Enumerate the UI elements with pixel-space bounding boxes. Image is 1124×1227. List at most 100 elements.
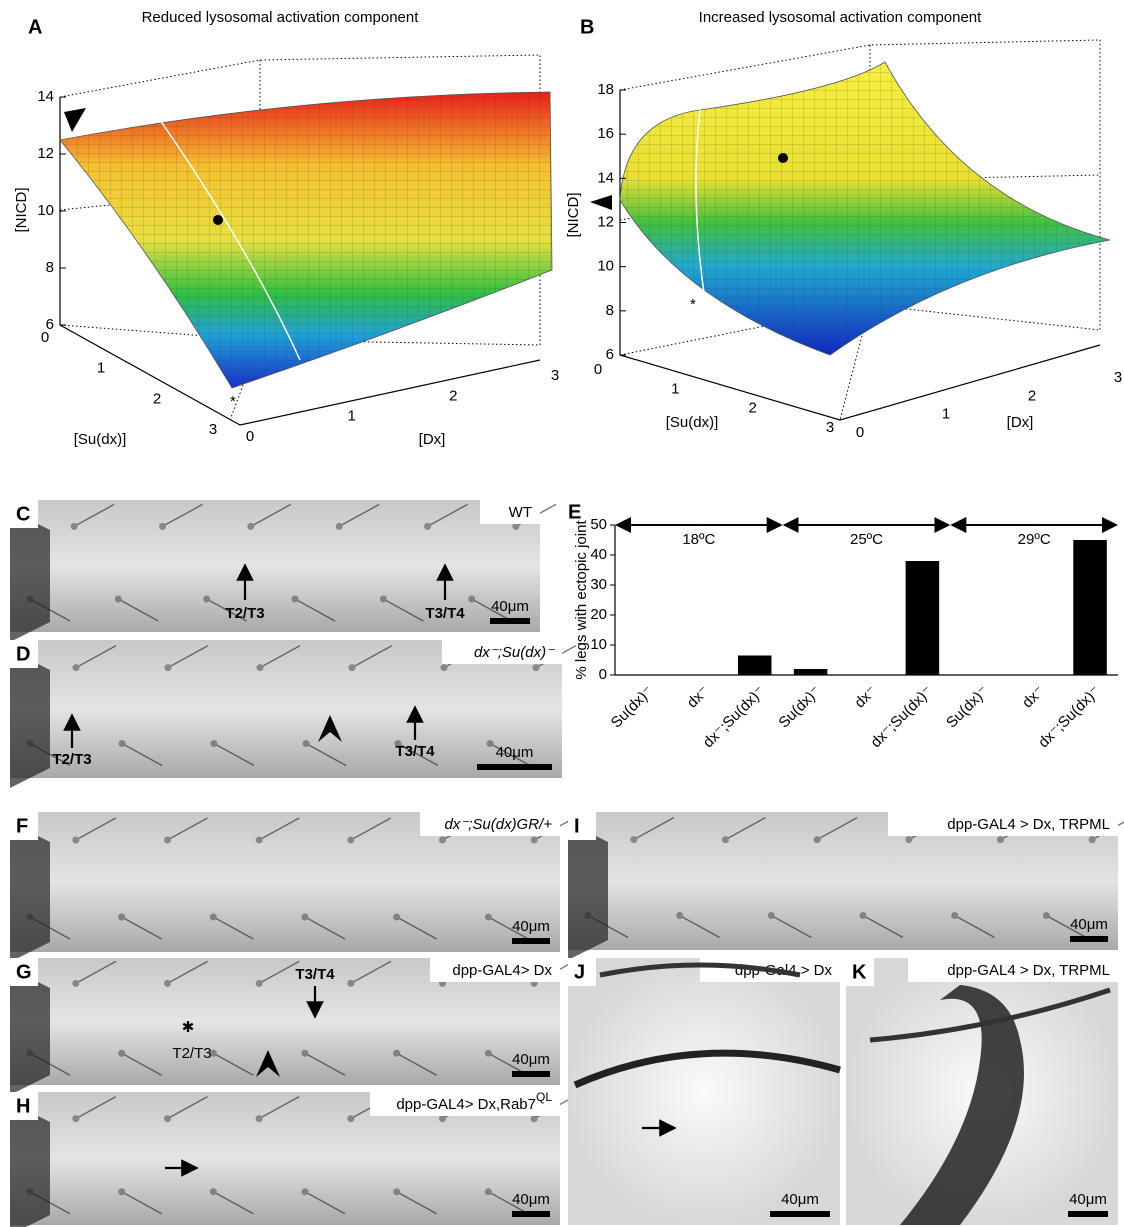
socket (905, 836, 912, 843)
socket (393, 914, 400, 921)
socket (256, 980, 263, 987)
dark-edge (10, 822, 50, 962)
y-tick-label: 20 (590, 606, 607, 623)
figure: A Reduced lysosomal activation component *… (0, 0, 1124, 1227)
y-tick-label: 30 (590, 576, 607, 593)
socket (951, 912, 958, 919)
arrow-label: T3/T4 (295, 966, 335, 983)
label-sup: QL (536, 1090, 552, 1104)
x-tick-label: 2 (449, 387, 457, 404)
label-text: dx⁻;Su(dx)⁻ (474, 644, 555, 661)
socket (393, 1050, 400, 1057)
arrowhead (64, 108, 86, 132)
socket (349, 664, 356, 671)
y-tick-label: 1 (97, 360, 105, 377)
x-axis-label: [Dx] (1007, 414, 1034, 431)
scale-label: 40μm (1070, 916, 1108, 933)
panel-label: dpp-GAL4> Dx (452, 962, 552, 979)
panel-letter: C (16, 503, 30, 525)
y-tick-label: 0 (599, 666, 607, 683)
y-tick-label: 50 (590, 516, 607, 533)
y-tick-label: 3 (826, 419, 834, 436)
asterisk: * (690, 296, 696, 313)
socket (211, 740, 218, 747)
panel-label: dx⁻;Su(dx)GR/+ (444, 816, 552, 833)
panel-letter: D (16, 643, 30, 665)
socket (164, 980, 171, 987)
socket (303, 740, 310, 747)
socket (441, 664, 448, 671)
socket (118, 1188, 125, 1195)
socket (393, 1188, 400, 1195)
y-tick-label: 2 (153, 390, 161, 407)
y-tick-label: 10 (590, 636, 607, 653)
z-tick-label: 18 (597, 81, 614, 98)
scale-label: 40μm (496, 744, 534, 761)
scale-bar (1070, 936, 1108, 942)
socket (118, 914, 125, 921)
socket (159, 523, 166, 530)
z-tick-label: 16 (597, 125, 614, 142)
y-tick-label: 0 (41, 329, 49, 346)
panel-label: dpp-GAL4 > Dx, TRPML (947, 962, 1110, 979)
x-tick-label: Su(dx)⁻ (943, 683, 992, 732)
scale-label: 40μm (512, 1051, 550, 1068)
x-tick-label: 3 (551, 367, 559, 384)
optimum-dot (213, 215, 223, 225)
scale-label: 40μm (512, 918, 550, 935)
y-tick-label: 0 (594, 361, 602, 378)
socket (256, 837, 263, 844)
socket (380, 596, 387, 603)
socket (676, 912, 683, 919)
z-tick-label: 10 (37, 202, 54, 219)
socket (164, 837, 171, 844)
z-tick-label: 8 (46, 259, 54, 276)
x-tick-label: 0 (856, 424, 864, 441)
y-axis-label: [Su(dx)] (74, 431, 127, 448)
socket (533, 664, 540, 671)
socket (71, 523, 78, 530)
socket (203, 596, 210, 603)
panel-letter: A (28, 16, 42, 38)
letter-bg (568, 812, 596, 840)
panel-label: dpp-GAL4 > Dx, TRPML (947, 816, 1110, 833)
panel-letter: K (852, 961, 867, 983)
panel-title: Increased lysosomal activation component (699, 9, 982, 26)
socket (768, 912, 775, 919)
asterisk: * (230, 393, 236, 410)
x-tick-label: 0 (246, 428, 254, 445)
socket (424, 523, 431, 530)
label-text: WT (509, 504, 532, 521)
socket (485, 1188, 492, 1195)
z-axis-label: [NICD] (565, 193, 582, 238)
scale-label: 40μm (781, 1191, 819, 1208)
surface-mesh (60, 92, 552, 388)
socket (439, 837, 446, 844)
socket (72, 1115, 79, 1122)
socket (485, 1050, 492, 1057)
panel-title: Reduced lysosomal activation component (142, 9, 420, 26)
bar (1073, 540, 1107, 675)
dark-edge (568, 822, 608, 960)
bar (738, 656, 772, 676)
socket (257, 664, 264, 671)
panel-letter: B (580, 16, 594, 38)
socket (531, 837, 538, 844)
socket (347, 1115, 354, 1122)
y-tick-label: 3 (209, 421, 217, 438)
socket (487, 740, 494, 747)
panel-letter: G (16, 961, 32, 983)
socket (302, 1188, 309, 1195)
y-axis-label: % legs with ectopic joint (573, 520, 590, 680)
socket (119, 740, 126, 747)
panel-letter: H (16, 1095, 30, 1117)
socket (531, 1115, 538, 1122)
label-text: dpp-GAL4 > Dx, TRPML (947, 816, 1110, 833)
scale-bar (1068, 1211, 1108, 1217)
socket (72, 837, 79, 844)
x-tick-label: 3 (1114, 369, 1122, 386)
arrow-label: T3/T4 (395, 743, 435, 760)
dark-edge (10, 968, 50, 1095)
socket (302, 914, 309, 921)
z-tick-label: 12 (37, 145, 54, 162)
